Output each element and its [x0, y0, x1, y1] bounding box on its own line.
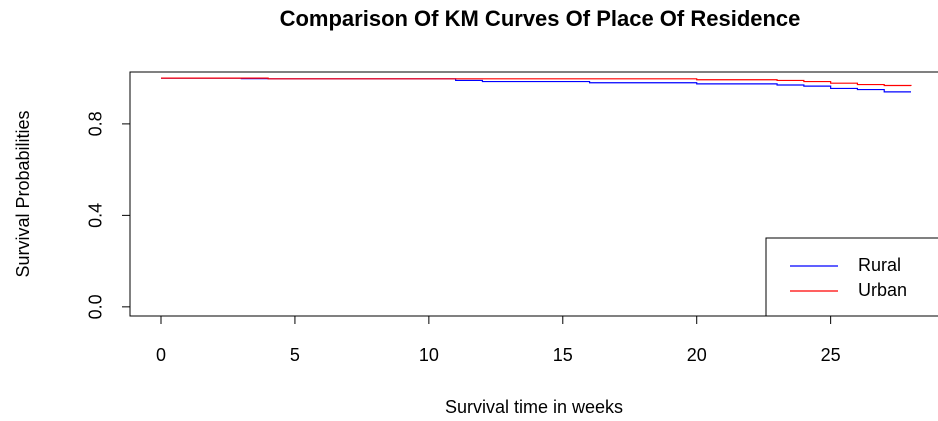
legend-box — [765, 237, 938, 317]
x-tick-label: 10 — [419, 345, 439, 365]
chart-title: Comparison Of KM Curves Of Place Of Resi… — [280, 6, 801, 31]
km-curve — [161, 77, 912, 87]
y-axis-label: Survival Probabilities — [13, 110, 33, 277]
y-tick-label: 0.0 — [86, 294, 106, 319]
x-tick-label: 0 — [156, 345, 166, 365]
x-tick-label: 5 — [290, 345, 300, 365]
legend-label: Urban — [858, 280, 907, 300]
x-tick-label: 15 — [553, 345, 573, 365]
x-tick-label: 25 — [821, 345, 841, 365]
legend-label: Rural — [858, 255, 901, 275]
plot-frame — [129, 71, 938, 317]
x-tick-label: 20 — [687, 345, 707, 365]
y-tick-label: 0.4 — [86, 203, 106, 228]
x-axis-label: Survival time in weeks — [445, 397, 623, 417]
y-tick-label: 0.8 — [86, 111, 106, 136]
